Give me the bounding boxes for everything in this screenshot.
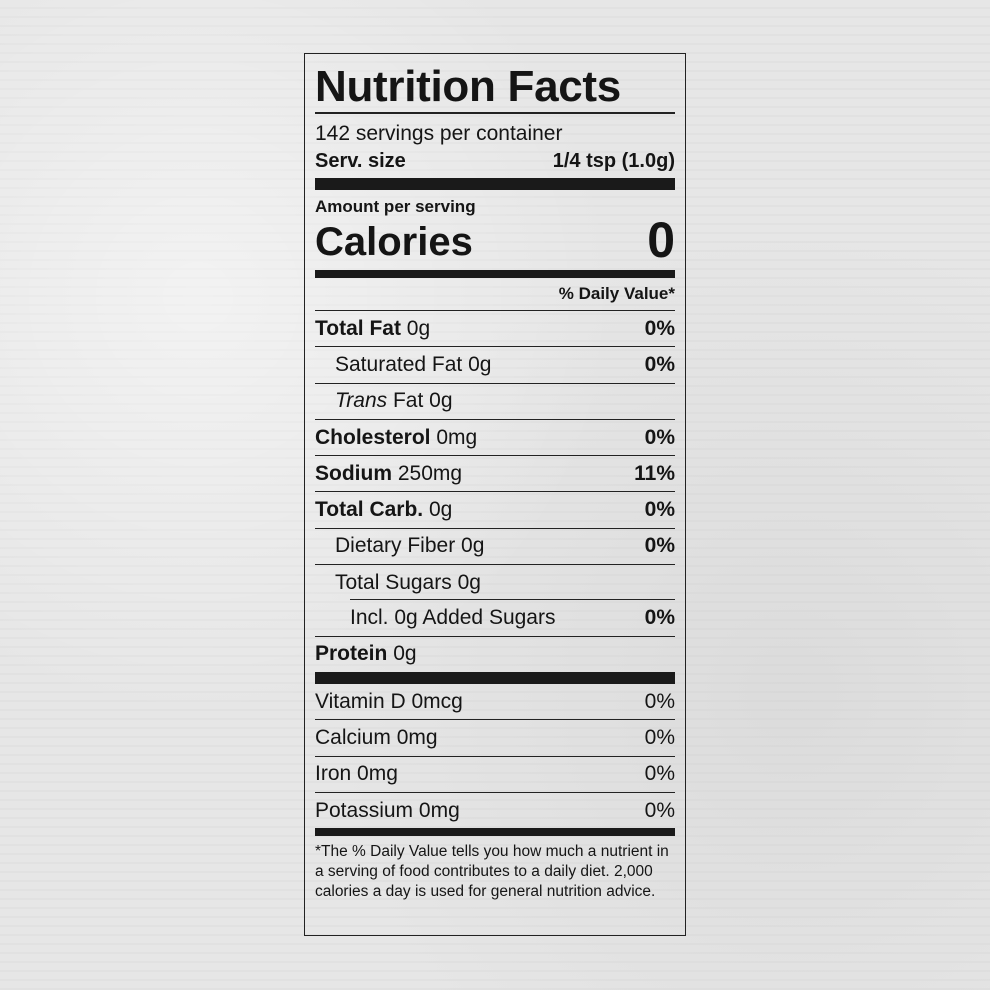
nutrient-row-trans-fat: Trans Fat 0g xyxy=(315,384,675,420)
vitamin-dv: 0% xyxy=(644,725,675,749)
nutrient-name: Sodium xyxy=(315,461,392,485)
nutrition-facts-label: Nutrition Facts 142 servings per contain… xyxy=(304,53,686,936)
vitamin-row-vitamin-d: Vitamin D 0mcg 0% xyxy=(315,684,675,721)
serving-size-value: 1/4 tsp (1.0g) xyxy=(552,149,675,172)
nutrient-dv: 0% xyxy=(644,534,675,558)
nutrient-dv: 0% xyxy=(644,498,675,522)
nutrient-amount: 0g xyxy=(406,316,431,340)
vitamin-name: Iron xyxy=(315,762,352,786)
calories: Calories 0 xyxy=(315,211,675,268)
amount-per-serving: Amount per serving xyxy=(315,196,476,216)
divider xyxy=(315,309,675,311)
nutrient-name-rest: Fat xyxy=(392,389,424,413)
thick-divider xyxy=(315,671,675,684)
medium-divider xyxy=(315,828,675,837)
nutrient-row-added-sugars: Incl. 0g Added Sugars 0% xyxy=(315,600,675,637)
vitamin-amount: 0mg xyxy=(396,725,438,749)
nutrient-name: Trans xyxy=(335,389,388,413)
vitamin-dv: 0% xyxy=(644,689,675,713)
footnote: *The % Daily Value tells you how much a … xyxy=(315,843,669,901)
nutrient-name: Protein xyxy=(315,642,388,666)
nutrient-dv: 0% xyxy=(644,316,675,340)
nutrient-name: Total Carb. xyxy=(315,498,424,522)
daily-value-header: % Daily Value* xyxy=(558,283,675,303)
nutrient-dv: 0% xyxy=(644,606,675,630)
nutrient-name: Total Sugars xyxy=(335,570,452,594)
servings-per-container: 142 servings per container xyxy=(315,121,563,145)
nutrient-name: Dietary Fiber xyxy=(335,534,456,558)
nutrient-name: Cholesterol xyxy=(315,425,431,449)
vitamin-amount: 0mg xyxy=(357,762,398,786)
nutrient-amount: 0g xyxy=(429,389,453,413)
nutrient-row-total-fat: Total Fat 0g 0% xyxy=(315,311,675,348)
nutrient-dv: 0% xyxy=(644,425,675,449)
serving-size-label: Serv. size xyxy=(315,149,406,172)
vitamin-row-potassium: Potassium 0mg 0% xyxy=(315,793,675,828)
vitamin-name: Potassium xyxy=(315,798,414,822)
vitamin-name: Vitamin D xyxy=(315,689,406,713)
divider xyxy=(315,112,675,114)
vitamin-row-calcium: Calcium 0mg 0% xyxy=(315,720,675,757)
nutrient-row-protein: Protein 0g xyxy=(315,637,675,672)
nutrient-row-cholesterol: Cholesterol 0mg 0% xyxy=(315,420,675,457)
nutrient-row-saturated-fat: Saturated Fat 0g 0% xyxy=(315,347,675,384)
nutrient-dv: 11% xyxy=(634,461,675,485)
nutrient-row-dietary-fiber: Dietary Fiber 0g 0% xyxy=(315,529,675,566)
nutrient-amount: 250mg xyxy=(397,461,463,485)
vitamin-row-iron: Iron 0mg 0% xyxy=(315,757,675,793)
nutrient-amount: 0g xyxy=(461,534,485,558)
serving-size: Serv. size 1/4 tsp (1.0g) xyxy=(315,148,675,174)
vitamin-dv: 0% xyxy=(644,762,675,786)
nutrient-dv: 0% xyxy=(644,352,675,376)
vitamin-dv: 0% xyxy=(644,798,675,822)
medium-divider xyxy=(315,269,675,278)
nutrient-amount: 0g xyxy=(468,352,492,376)
thick-divider xyxy=(315,177,675,190)
vitamin-amount: 0mcg xyxy=(411,689,463,713)
nutrient-row-total-carb: Total Carb. 0g 0% xyxy=(315,492,675,529)
nutrient-amount: 0g xyxy=(393,642,417,666)
label-title: Nutrition Facts xyxy=(315,62,621,111)
vitamin-amount: 0mg xyxy=(418,798,460,822)
nutrient-row-sodium: Sodium 250mg 11% xyxy=(315,456,675,493)
nutrient-row-total-sugars: Total Sugars 0g xyxy=(315,565,675,601)
nutrient-name: Incl. 0g Added Sugars xyxy=(350,606,556,630)
nutrient-name: Total Fat xyxy=(315,316,401,340)
vitamin-name: Calcium xyxy=(315,725,391,749)
calories-value: 0 xyxy=(647,211,675,268)
calories-label: Calories xyxy=(315,219,473,264)
nutrient-amount: 0g xyxy=(457,570,481,594)
nutrient-name: Saturated Fat xyxy=(335,352,463,376)
nutrient-amount: 0g xyxy=(428,498,453,522)
nutrient-amount: 0mg xyxy=(436,425,478,449)
